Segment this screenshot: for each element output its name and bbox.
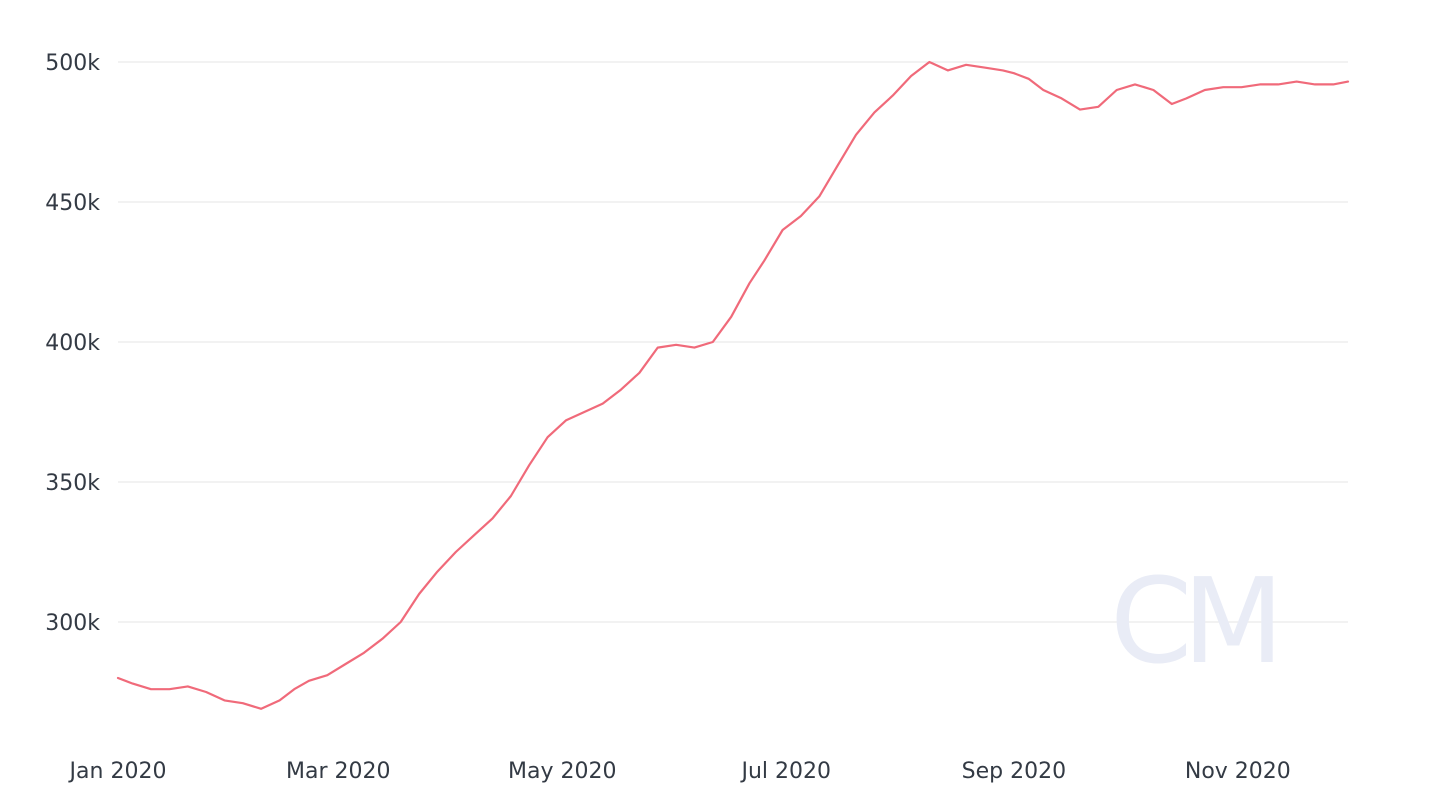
x-tick-label: Mar 2020 [286, 759, 391, 784]
y-tick-label: 400k [45, 331, 100, 356]
y-tick-label: 300k [45, 611, 100, 636]
x-tick-label: Jul 2020 [739, 759, 831, 784]
x-tick-label: May 2020 [508, 759, 616, 784]
x-tick-label: Nov 2020 [1185, 759, 1291, 784]
x-axis-ticks: Jan 2020 Mar 2020 May 2020 Jul 2020 Sep 2020… [68, 759, 1291, 784]
grid-lines [118, 61, 1348, 623]
watermark-text: CM [1110, 552, 1274, 690]
y-tick-label: 500k [45, 51, 100, 76]
x-tick-label: Sep 2020 [962, 759, 1066, 784]
x-tick-label: Jan 2020 [68, 759, 167, 784]
watermark-logo: CM [1110, 552, 1284, 690]
y-axis-ticks: 300k 350k 400k 450k 500k [45, 51, 100, 636]
y-tick-label: 350k [45, 471, 100, 496]
series-line [116, 60, 1350, 710]
series-group [116, 60, 1350, 710]
y-tick-label: 450k [45, 191, 100, 216]
